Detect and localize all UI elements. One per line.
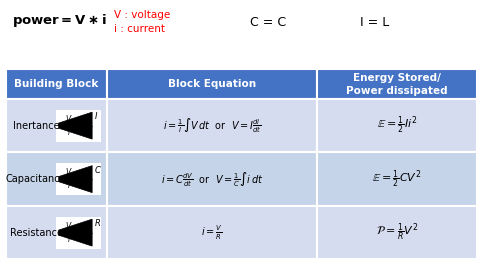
Bar (107, 152, 317, 206)
Text: I = L: I = L (360, 16, 389, 29)
Bar (6, 69, 107, 99)
Bar (317, 69, 477, 99)
Text: C: C (95, 166, 100, 175)
Bar (317, 152, 477, 206)
Bar (57, 217, 101, 249)
Text: Inertance: Inertance (13, 121, 59, 131)
Text: R: R (95, 219, 100, 228)
Text: $i = C\frac{dV}{dt}$  or  $V = \frac{1}{C}\int i\,dt$: $i = C\frac{dV}{dt}$ or $V = \frac{1}{C}… (161, 170, 263, 189)
Bar (317, 206, 477, 259)
Text: Resistance: Resistance (10, 228, 63, 238)
Bar (6, 99, 107, 152)
Text: I: I (95, 112, 97, 121)
Polygon shape (59, 219, 92, 246)
Text: $i = \frac{V}{R}$: $i = \frac{V}{R}$ (201, 223, 223, 242)
Text: V: V (66, 168, 71, 177)
Text: $\mathbb{E} = \frac{1}{2}CV^2$: $\mathbb{E} = \frac{1}{2}CV^2$ (372, 168, 422, 190)
Bar (107, 99, 317, 152)
Text: i: i (68, 234, 70, 244)
Text: $i = \frac{1}{I}\int V\,dt$  or  $V = I\frac{di}{dt}$: $i = \frac{1}{I}\int V\,dt$ or $V = I\fr… (163, 116, 261, 135)
Text: Capacitance: Capacitance (6, 174, 67, 184)
Polygon shape (59, 166, 92, 193)
Polygon shape (59, 112, 92, 139)
Text: $\mathbf{power = V \ast i}$: $\mathbf{power = V \ast i}$ (12, 12, 107, 29)
Text: C = C: C = C (250, 16, 286, 29)
Text: i: i (68, 128, 70, 137)
Text: Energy Stored/
Power dissipated: Energy Stored/ Power dissipated (346, 73, 448, 96)
Bar (57, 163, 101, 195)
Text: i: i (68, 181, 70, 190)
Bar (6, 152, 107, 206)
Text: V: V (66, 222, 71, 231)
Bar (57, 110, 101, 142)
Text: $\mathbb{E} = \frac{1}{2}Ii^2$: $\mathbb{E} = \frac{1}{2}Ii^2$ (377, 115, 417, 136)
Bar (107, 69, 317, 99)
Text: V : voltage: V : voltage (114, 10, 170, 20)
Text: $\mathcal{P} = \frac{1}{R}V^2$: $\mathcal{P} = \frac{1}{R}V^2$ (376, 222, 418, 243)
Bar (107, 206, 317, 259)
Text: Building Block: Building Block (14, 79, 99, 89)
Text: i : current: i : current (114, 24, 165, 34)
Text: Block Equation: Block Equation (168, 79, 256, 89)
Bar (317, 99, 477, 152)
Text: V: V (66, 115, 71, 124)
Bar (6, 206, 107, 259)
